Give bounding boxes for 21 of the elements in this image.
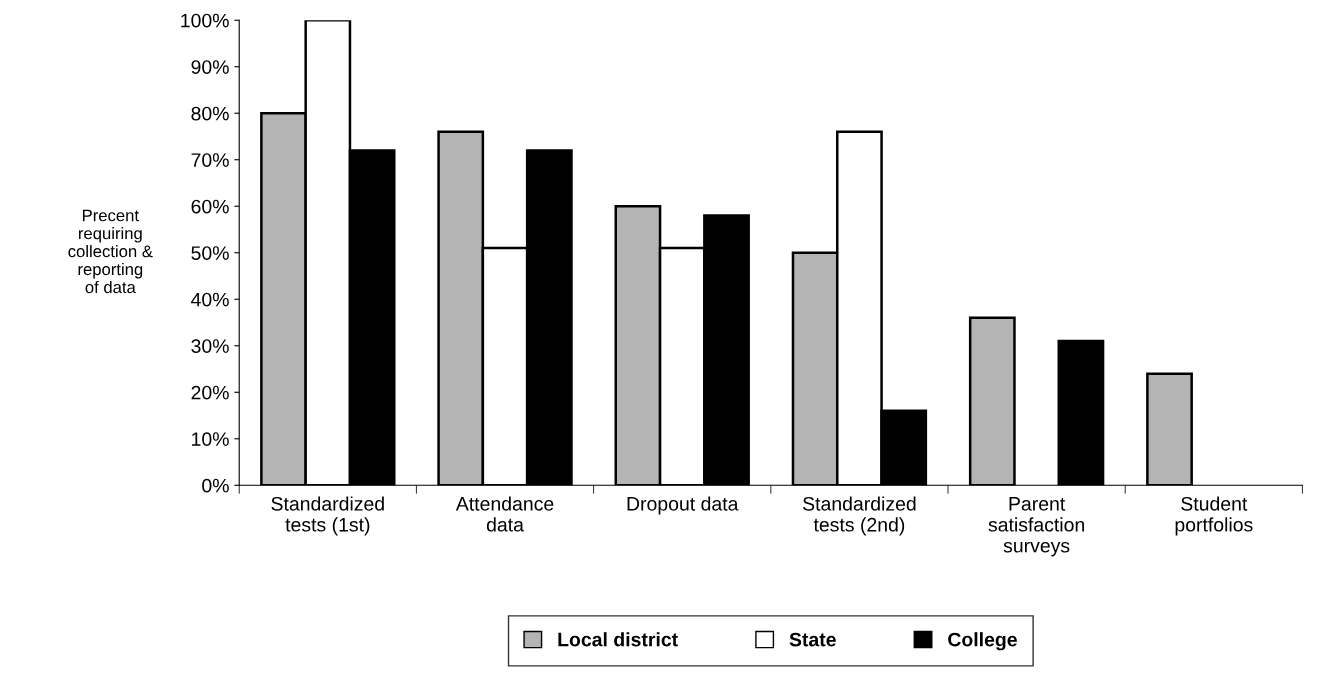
y-tick-label: 100% xyxy=(181,13,229,28)
y-tick-label: 50% xyxy=(191,246,229,260)
y-axis-title: Precent requiring collection & reporting of data xyxy=(68,209,153,294)
x-tick-label: Standardized tests (2nd) xyxy=(803,496,916,536)
y-tick-label: 80% xyxy=(191,106,229,121)
legend-label: Local district xyxy=(558,632,678,647)
y-tick-label: 90% xyxy=(191,60,229,74)
legend-label: College xyxy=(948,632,1017,651)
y-tick-label: 30% xyxy=(191,339,229,353)
y-tick-label: 70% xyxy=(191,153,229,167)
y-tick-label: 10% xyxy=(192,432,229,447)
x-tick-label: Standardized tests (1st) xyxy=(271,496,384,536)
y-tick-label: 40% xyxy=(191,292,229,307)
x-tick-label: Parent satisfaction surveys xyxy=(988,497,1084,557)
y-tick-label: 20% xyxy=(191,385,229,400)
x-tick-label: Attendance data xyxy=(455,496,554,532)
y-tick-label: 0% xyxy=(202,478,229,493)
x-tick-label: Dropout data xyxy=(627,496,739,515)
y-tick-label: 60% xyxy=(191,199,229,214)
x-tick-label: Student portfolios xyxy=(1175,496,1253,536)
legend-label: State xyxy=(789,632,836,647)
